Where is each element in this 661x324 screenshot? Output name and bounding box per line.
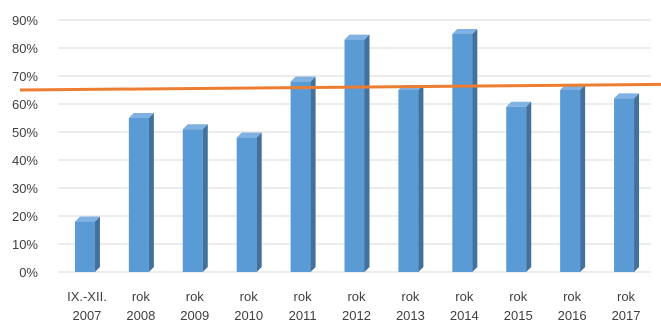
bar-top [74, 216, 100, 222]
bar-top [614, 93, 640, 99]
bar-side [526, 101, 532, 272]
bar-front [290, 81, 311, 272]
x-tick-label: rok [401, 289, 420, 304]
bar-side [310, 76, 316, 272]
bar-front [560, 90, 581, 272]
x-tick-label: rok [563, 289, 582, 304]
reference-line-group [19, 82, 661, 92]
bar [560, 85, 586, 272]
x-tick-label: 2008 [126, 308, 155, 323]
x-tick-label: rok [240, 289, 259, 304]
y-tick-label: 70% [12, 69, 38, 84]
bar-top [236, 132, 262, 138]
bar [344, 34, 370, 272]
bar-front [236, 137, 257, 272]
bar-side [472, 29, 478, 272]
bar-top [506, 101, 532, 107]
y-tick-label: 0% [19, 265, 38, 280]
x-tick-label: 2015 [504, 308, 533, 323]
x-tick-label: rok [186, 289, 205, 304]
bar-side [148, 113, 154, 272]
x-tick-label: rok [347, 289, 366, 304]
y-tick-label: 50% [12, 125, 38, 140]
x-tick-label: 2017 [612, 308, 641, 323]
x-tick-label: 2010 [234, 308, 263, 323]
y-tick-label: 40% [12, 153, 38, 168]
x-axis-labels: IX.-XII. 2007 rok 2008 rok 2009 rok 2010 rok 2011… [67, 289, 640, 323]
bar-front [398, 90, 419, 272]
bar-side [202, 124, 208, 272]
x-tick-label: 2016 [558, 308, 587, 323]
bar [614, 93, 640, 273]
x-tick-label: 2012 [342, 308, 371, 323]
bar-front [506, 106, 527, 272]
bar [236, 132, 262, 272]
bar-top [290, 76, 316, 82]
y-tick-label: 80% [12, 41, 38, 56]
x-tick-label: rok [509, 289, 528, 304]
bar [452, 29, 478, 272]
bar-side [256, 132, 262, 272]
x-tick-label: rok [617, 289, 636, 304]
bar [506, 101, 532, 272]
bar-top [182, 124, 208, 130]
x-tick-label: rok [455, 289, 474, 304]
reference-line [19, 82, 661, 92]
bar-front [128, 118, 149, 272]
bar-side [364, 34, 370, 272]
bar [74, 216, 100, 272]
bar [128, 113, 154, 272]
bar-top [452, 29, 478, 34]
bars [74, 29, 640, 273]
y-tick-label: 90% [12, 13, 38, 28]
x-tick-label: 2007 [72, 308, 101, 323]
bar-top [344, 34, 370, 40]
bar-front [614, 98, 635, 273]
x-tick-label: 2011 [289, 308, 317, 323]
x-tick-label: 2009 [180, 308, 209, 323]
bar [398, 85, 424, 272]
bar-side [418, 85, 424, 272]
x-tick-label: 2014 [450, 308, 479, 323]
bar [182, 124, 208, 272]
bar-side [580, 85, 586, 272]
bar-side [94, 216, 100, 272]
bar-side [634, 93, 640, 273]
bar-front [452, 34, 473, 272]
bar-front [74, 221, 95, 272]
y-tick-label: 60% [12, 97, 38, 112]
bar-front [344, 39, 365, 272]
bar-top [128, 113, 154, 118]
x-tick-label: rok [294, 289, 313, 304]
x-tick-label: IX.-XII. [67, 289, 107, 304]
y-tick-label: 10% [12, 237, 38, 252]
y-tick-label: 30% [12, 181, 38, 196]
bar-front [182, 129, 203, 272]
y-tick-label: 20% [12, 209, 38, 224]
y-axis-ticks: 0% 10% 20% 30% 40% 50% 60% 70% 80% 90% [12, 13, 38, 280]
x-tick-label: 2013 [396, 308, 425, 323]
bar [290, 76, 316, 272]
x-tick-label: rok [132, 289, 151, 304]
